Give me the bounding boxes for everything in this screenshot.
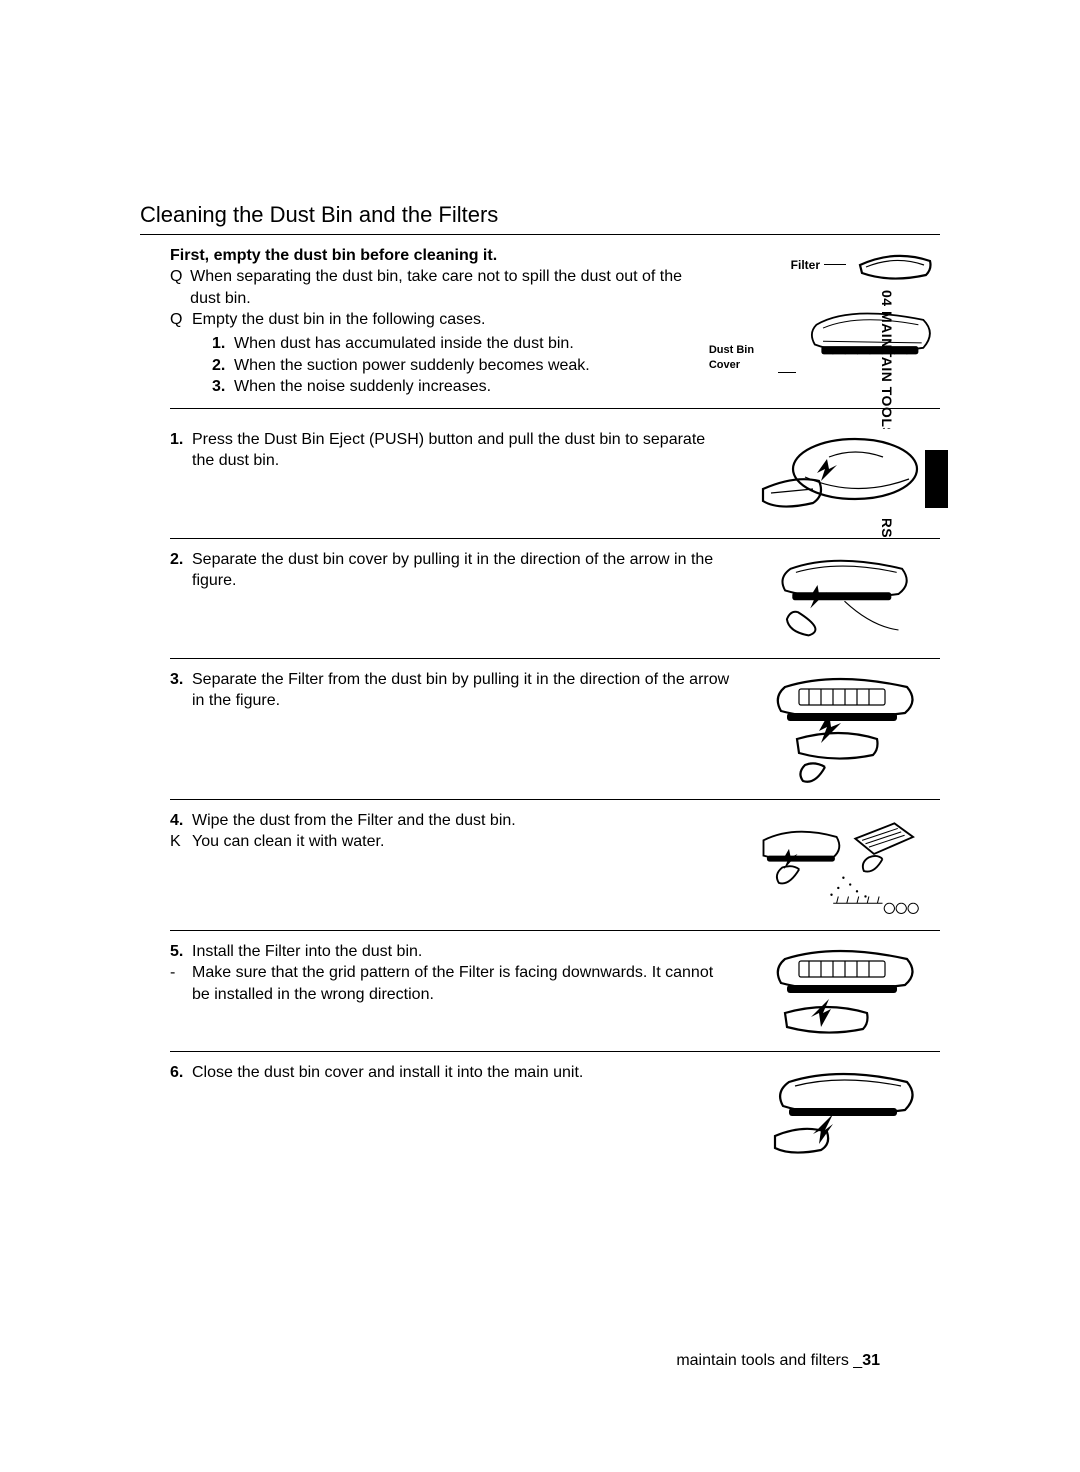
step-text: 6. Close the dust bin cover and install … bbox=[170, 1062, 740, 1162]
item-text: When the noise suddenly increases. bbox=[234, 376, 491, 398]
step-illustration bbox=[740, 810, 940, 920]
robot-eject-icon bbox=[755, 429, 925, 519]
intro-q1: Q When separating the dust bin, take car… bbox=[170, 266, 701, 309]
step-3: 3. Separate the Filter from the dust bin… bbox=[170, 659, 940, 800]
dustbin-separate-cover-icon bbox=[755, 549, 925, 639]
k-marker: K bbox=[170, 831, 192, 853]
step-illustration bbox=[740, 941, 940, 1041]
item-number: 2. bbox=[212, 355, 234, 377]
step-line: 5. Install the Filter into the dust bin. bbox=[170, 941, 730, 963]
intro-q2: Q Empty the dust bin in the following ca… bbox=[170, 309, 701, 331]
section-title: Cleaning the Dust Bin and the Filters bbox=[140, 200, 940, 235]
filter-label: Filter bbox=[791, 257, 820, 273]
step-number: 5. bbox=[170, 941, 192, 963]
intro-sublist: 1. When dust has accumulated inside the … bbox=[170, 333, 701, 398]
dustcover-label-row: Dust Bin Cover bbox=[709, 293, 940, 373]
filter-label-row: Filter bbox=[709, 245, 940, 285]
step-body: Close the dust bin cover and install it … bbox=[192, 1062, 730, 1084]
item-text: When dust has accumulated inside the dus… bbox=[234, 333, 574, 355]
step-illustration bbox=[740, 669, 940, 789]
step-line: 4. Wipe the dust from the Filter and the… bbox=[170, 810, 730, 832]
step-number: 4. bbox=[170, 810, 192, 832]
q-marker: Q bbox=[170, 309, 192, 331]
step-number: 3. bbox=[170, 669, 192, 712]
wipe-dust-icon bbox=[755, 810, 925, 920]
step-illustration bbox=[740, 1062, 940, 1162]
close-cover-icon bbox=[755, 1062, 925, 1162]
item-number: 3. bbox=[212, 376, 234, 398]
intro-illustration-column: Filter Dust Bin Cover bbox=[709, 245, 940, 398]
step-number: 2. bbox=[170, 549, 192, 592]
page: 04 MAINTAIN TOOLS AND FILTERS Cleaning t… bbox=[0, 0, 1080, 1472]
item-text: When the suction power suddenly becomes … bbox=[234, 355, 590, 377]
q1-text: When separating the dust bin, take care … bbox=[190, 266, 701, 309]
step-line: 1. Press the Dust Bin Eject (PUSH) butto… bbox=[170, 429, 730, 472]
step-text: 2. Separate the dust bin cover by pullin… bbox=[170, 549, 740, 648]
q-marker: Q bbox=[170, 266, 190, 309]
step-subline: K You can clean it with water. bbox=[170, 831, 730, 853]
step-subline: - Make sure that the grid pattern of the… bbox=[170, 962, 730, 1005]
step-line: 3. Separate the Filter from the dust bin… bbox=[170, 669, 730, 712]
step-body: Separate the dust bin cover by pulling i… bbox=[192, 549, 730, 592]
step-subtext: Make sure that the grid pattern of the F… bbox=[192, 962, 730, 1005]
intro-block: First, empty the dust bin before cleanin… bbox=[170, 245, 940, 409]
step-2: 2. Separate the dust bin cover by pullin… bbox=[170, 539, 940, 659]
list-item: 3. When the noise suddenly increases. bbox=[212, 376, 701, 398]
step-line: 2. Separate the dust bin cover by pullin… bbox=[170, 549, 730, 592]
step-text: 1. Press the Dust Bin Eject (PUSH) butto… bbox=[170, 429, 740, 528]
step-line: 6. Close the dust bin cover and install … bbox=[170, 1062, 730, 1084]
filter-icon bbox=[850, 245, 940, 285]
step-subtext: You can clean it with water. bbox=[192, 831, 384, 853]
page-footer: maintain tools and filters _31 bbox=[140, 1350, 880, 1372]
step-body: Install the Filter into the dust bin. bbox=[192, 941, 730, 963]
dash-marker: - bbox=[170, 962, 192, 1005]
step-illustration bbox=[740, 549, 940, 648]
footer-text: maintain tools and filters _ bbox=[676, 1352, 862, 1369]
item-number: 1. bbox=[212, 333, 234, 355]
pointer-line-icon bbox=[824, 264, 846, 265]
step-number: 1. bbox=[170, 429, 192, 472]
dust-bin-cover-label: Dust Bin Cover bbox=[709, 343, 774, 373]
step-5: 5. Install the Filter into the dust bin.… bbox=[170, 931, 940, 1052]
step-number: 6. bbox=[170, 1062, 192, 1084]
intro-heading: First, empty the dust bin before cleanin… bbox=[170, 245, 701, 267]
step-body: Press the Dust Bin Eject (PUSH) button a… bbox=[192, 429, 730, 472]
pointer-line-icon bbox=[778, 372, 796, 373]
page-number: 31 bbox=[862, 1352, 880, 1369]
install-filter-icon bbox=[755, 941, 925, 1041]
content: First, empty the dust bin before cleanin… bbox=[140, 245, 940, 1172]
step-text: 4. Wipe the dust from the Filter and the… bbox=[170, 810, 740, 920]
step-1: 1. Press the Dust Bin Eject (PUSH) butto… bbox=[170, 419, 940, 539]
intro-text: First, empty the dust bin before cleanin… bbox=[170, 245, 709, 398]
step-6: 6. Close the dust bin cover and install … bbox=[170, 1052, 940, 1172]
step-4: 4. Wipe the dust from the Filter and the… bbox=[170, 800, 940, 931]
list-item: 1. When dust has accumulated inside the … bbox=[212, 333, 701, 355]
step-text: 5. Install the Filter into the dust bin.… bbox=[170, 941, 740, 1041]
step-illustration bbox=[740, 429, 940, 528]
filter-separate-icon bbox=[755, 669, 925, 789]
step-body: Separate the Filter from the dust bin by… bbox=[192, 669, 730, 712]
step-text: 3. Separate the Filter from the dust bin… bbox=[170, 669, 740, 789]
list-item: 2. When the suction power suddenly becom… bbox=[212, 355, 701, 377]
step-body: Wipe the dust from the Filter and the du… bbox=[192, 810, 730, 832]
q2-text: Empty the dust bin in the following case… bbox=[192, 309, 486, 331]
